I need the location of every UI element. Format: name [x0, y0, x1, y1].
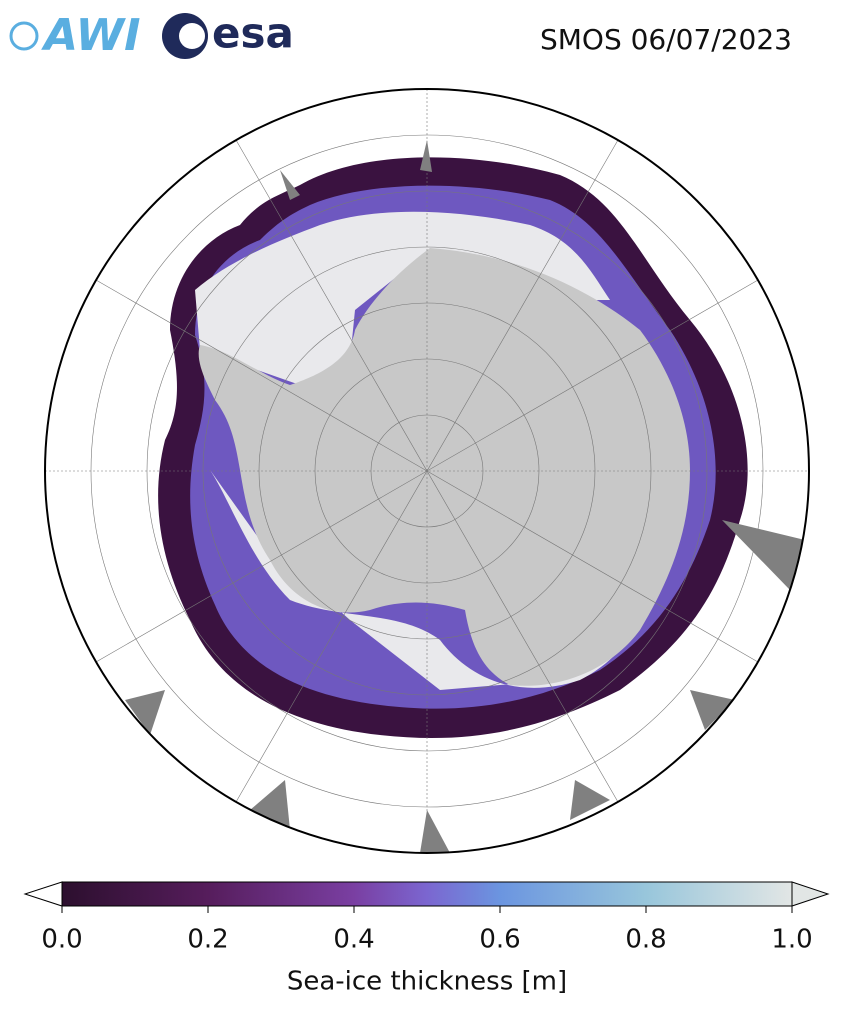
map — [45, 89, 809, 853]
data-gaps — [125, 140, 805, 853]
cbar-extend-high — [791, 881, 830, 907]
cbar-tick-label: 1.0 — [771, 925, 812, 955]
cbar-label: Sea-ice thickness [m] — [287, 967, 567, 997]
cbar-extend-low — [23, 881, 63, 907]
map-boundary — [44, 88, 810, 854]
cbar-tick-label: 0.6 — [479, 925, 520, 955]
cbar-tick-label: 0.4 — [333, 925, 374, 955]
antarctica — [198, 248, 690, 686]
graticule — [45, 89, 809, 853]
cbar-tick-label: 0.2 — [187, 925, 228, 955]
esa-logo: esa — [162, 9, 294, 59]
ice-thick — [195, 211, 660, 690]
cbar-body — [61, 881, 793, 907]
awi-text: AWI — [41, 10, 141, 61]
cbar-tick-label: 0.0 — [41, 925, 82, 955]
colorbar: Sea-ice thickness [m] — [23, 881, 830, 997]
title: SMOS 06/07/2023 — [540, 23, 792, 56]
esa-text: esa — [212, 9, 294, 58]
cbar-tick-label: 0.8 — [625, 925, 666, 955]
awi-logo: AWI — [9, 10, 141, 61]
